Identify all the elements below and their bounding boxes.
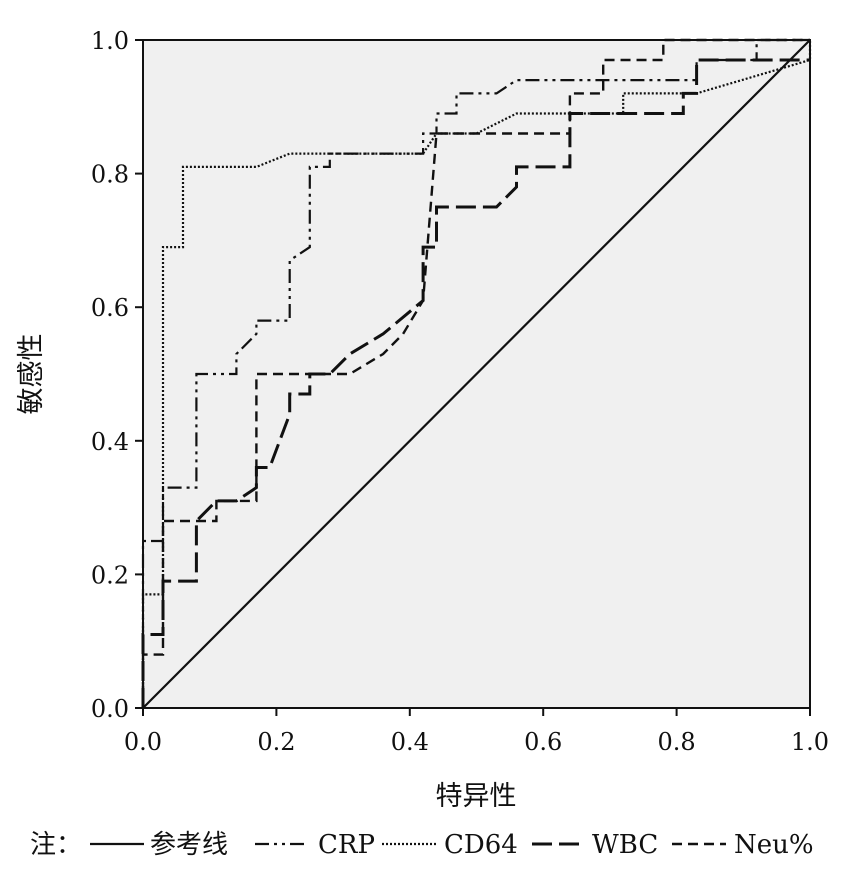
legend-label: CRP <box>318 830 375 860</box>
y-tick-label: 0.6 <box>91 294 129 322</box>
y-tick-label: 0.4 <box>91 428 129 456</box>
y-tick-label: 0.8 <box>91 161 129 189</box>
series-line-cd64 <box>141 40 812 708</box>
legend-prefix: 注： <box>30 830 82 860</box>
x-tick-label: 0.0 <box>124 728 162 756</box>
x-axis: 0.0 0.2 0.4 0.6 0.8 1.0 <box>124 708 829 756</box>
legend-label: CD64 <box>444 830 518 860</box>
series-layer <box>141 38 812 709</box>
y-axis: 0.0 0.2 0.4 0.6 0.8 1.0 <box>91 27 143 723</box>
y-axis-title: 敏感性 <box>16 334 47 415</box>
x-axis-title: 特异性 <box>436 781 517 812</box>
legend: 注： 参考线 CRP CD64 WBC Neu% <box>30 830 814 860</box>
x-tick-label: 1.0 <box>791 728 829 756</box>
y-tick-label: 0.0 <box>91 695 129 723</box>
x-tick-label: 0.4 <box>391 728 429 756</box>
x-tick-label: 0.8 <box>658 728 696 756</box>
series-line-reference <box>142 39 811 709</box>
y-tick-label: 0.2 <box>91 561 129 589</box>
series-line-crp <box>141 38 810 708</box>
legend-label: 参考线 <box>150 830 228 860</box>
series-line-neupct <box>141 38 810 708</box>
series-line-wbc <box>141 58 810 708</box>
legend-label: Neu% <box>734 830 814 860</box>
x-tick-label: 0.2 <box>257 728 295 756</box>
x-tick-label: 0.6 <box>524 728 562 756</box>
y-tick-label: 1.0 <box>91 27 129 55</box>
legend-label: WBC <box>592 830 658 860</box>
